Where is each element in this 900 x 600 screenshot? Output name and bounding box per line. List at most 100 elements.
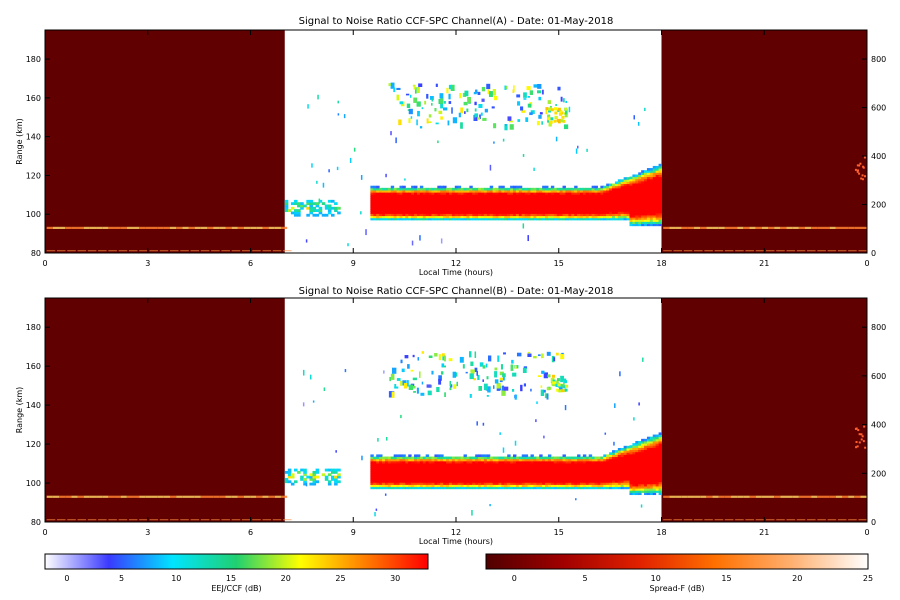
snr-cell xyxy=(614,454,619,458)
snr-cell xyxy=(536,202,540,206)
snr-cell xyxy=(401,368,405,373)
x-tick-label: 12 xyxy=(451,259,461,268)
snr-cell xyxy=(463,465,467,468)
snr-cell xyxy=(565,480,569,483)
snr-cell xyxy=(498,456,502,460)
snr-cell xyxy=(443,456,447,460)
snr-cell xyxy=(603,486,607,490)
snr-cell xyxy=(623,211,628,214)
snr-cell xyxy=(542,192,546,195)
snr-cell xyxy=(655,475,660,478)
snr-cell xyxy=(469,196,473,200)
snr-cell xyxy=(617,192,622,195)
snr-cell xyxy=(400,359,403,364)
snr-cell xyxy=(545,480,549,483)
snr-cell xyxy=(475,198,479,202)
snr-cell xyxy=(545,108,548,115)
snr-cell xyxy=(408,462,412,466)
snr-cell xyxy=(565,187,569,191)
snr-cell xyxy=(635,470,639,474)
snr-cell xyxy=(612,215,616,219)
snr-cell xyxy=(577,189,581,193)
snr-cell xyxy=(594,194,598,197)
snr-cell xyxy=(635,176,639,180)
snr-cell xyxy=(460,204,465,208)
snr-cell xyxy=(603,215,607,219)
spread-f-trace xyxy=(77,250,87,252)
snr-cell xyxy=(591,198,596,202)
snr-cell xyxy=(547,467,552,470)
snr-cell xyxy=(550,117,554,121)
snr-cell xyxy=(542,213,546,217)
y2-tick-label: 200 xyxy=(871,201,886,210)
snr-cell xyxy=(613,441,615,446)
snr-cell xyxy=(577,200,581,204)
spread-f-trace xyxy=(675,495,682,498)
snr-cell xyxy=(507,477,511,481)
snr-cell xyxy=(376,471,380,475)
snr-cell xyxy=(376,467,380,470)
snr-cell xyxy=(416,471,421,475)
snr-cell xyxy=(614,189,619,193)
spread-f-speck xyxy=(861,174,864,177)
snr-cell xyxy=(431,217,435,221)
snr-cell xyxy=(478,202,482,206)
snr-cell xyxy=(649,438,654,442)
snr-cell xyxy=(635,202,639,205)
snr-cell xyxy=(585,198,590,202)
snr-cell xyxy=(568,192,572,195)
snr-cell xyxy=(620,486,625,490)
snr-cell xyxy=(384,465,389,468)
snr-cell xyxy=(400,414,402,419)
spread-f-trace xyxy=(798,495,806,498)
snr-cell xyxy=(571,456,575,460)
snr-cell xyxy=(553,189,558,193)
snr-cell xyxy=(568,106,571,113)
snr-cell xyxy=(582,460,587,464)
snr-cell xyxy=(547,117,551,121)
snr-cell xyxy=(635,477,639,481)
snr-cell xyxy=(536,462,540,466)
snr-cell xyxy=(547,477,552,481)
snr-cell xyxy=(486,204,491,208)
snr-cell xyxy=(396,198,400,202)
snr-cell xyxy=(507,458,511,462)
snr-cell xyxy=(448,217,453,221)
snr-cell xyxy=(617,475,622,479)
snr-cell xyxy=(652,458,657,461)
snr-cell xyxy=(524,217,529,221)
snr-cell xyxy=(543,389,546,393)
snr-cell xyxy=(536,467,540,470)
snr-cell xyxy=(514,394,517,400)
snr-cell xyxy=(603,207,607,210)
snr-cell xyxy=(399,465,403,468)
snr-cell xyxy=(440,102,444,109)
snr-cell xyxy=(518,213,523,217)
snr-cell xyxy=(454,192,459,195)
spread-f-trace xyxy=(256,226,263,229)
snr-cell xyxy=(410,369,414,372)
spread-f-trace xyxy=(827,250,837,252)
spread-f-trace xyxy=(712,495,719,498)
snr-cell xyxy=(370,475,374,479)
spread-f-trace xyxy=(83,226,90,229)
snr-cell xyxy=(422,486,427,490)
snr-cell xyxy=(428,471,433,475)
snr-cell xyxy=(550,475,555,479)
snr-cell xyxy=(402,475,406,479)
snr-cell xyxy=(626,209,630,212)
snr-cell xyxy=(393,480,398,483)
snr-cell xyxy=(486,458,491,462)
snr-cell xyxy=(533,192,537,195)
snr-cell xyxy=(293,202,298,206)
snr-cell xyxy=(498,467,502,470)
snr-cell xyxy=(617,473,622,477)
snr-cell xyxy=(597,480,601,483)
snr-cell xyxy=(609,458,613,462)
spread-f-trace xyxy=(718,495,725,498)
snr-cell xyxy=(550,213,555,217)
snr-cell xyxy=(312,213,317,217)
snr-cell xyxy=(408,118,411,124)
snr-cell xyxy=(492,469,497,473)
